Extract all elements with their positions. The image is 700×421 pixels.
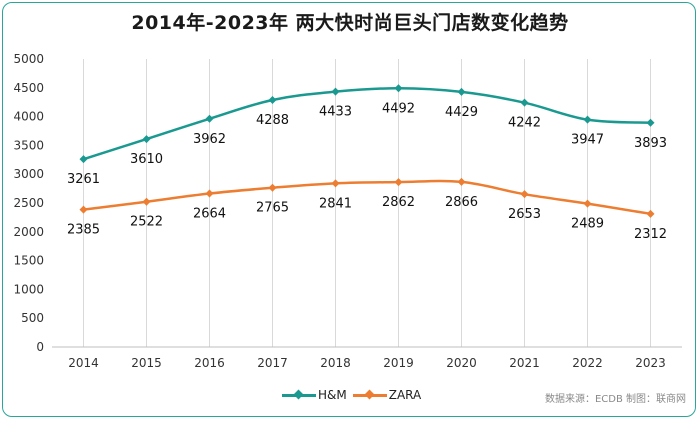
- data-label-hm: 3947: [571, 133, 604, 148]
- data-point-zara: [205, 189, 214, 198]
- y-tick-label: 4000: [13, 110, 44, 124]
- series-line-zara: [83, 179, 651, 216]
- data-point-hm: [520, 98, 529, 107]
- data-point-hm: [205, 114, 214, 123]
- x-tick-label: 2014: [68, 356, 99, 370]
- data-label-zara: 2841: [319, 196, 352, 211]
- data-point-hm: [79, 155, 88, 164]
- x-tick-label: 2015: [131, 356, 162, 370]
- y-tick-label: 5000: [13, 52, 44, 66]
- data-label-zara: 2653: [508, 207, 541, 222]
- legend-item-hm: H&M: [282, 388, 347, 402]
- data-point-hm: [646, 118, 655, 127]
- x-tick-label: 2017: [257, 356, 288, 370]
- data-point-hm: [142, 135, 151, 144]
- data-label-zara: 2765: [256, 201, 289, 216]
- series-line-hm: [83, 87, 651, 161]
- chart-title: 2014年-2023年 两大快时尚巨头门店数变化趋势: [131, 12, 569, 34]
- data-label-hm: 3261: [67, 172, 100, 187]
- data-point-zara: [457, 177, 466, 186]
- y-tick-label: 3500: [13, 138, 44, 152]
- y-tick-label: 3000: [13, 167, 44, 181]
- chart-frame: [2, 2, 696, 417]
- x-tick-label: 2016: [194, 356, 225, 370]
- data-label-hm: 4242: [508, 116, 541, 131]
- data-point-hm: [331, 87, 340, 96]
- y-tick-label: 1000: [13, 282, 44, 296]
- data-point-hm: [268, 96, 277, 105]
- y-tick-label: 2500: [13, 196, 44, 210]
- data-label-zara: 2522: [130, 215, 163, 230]
- legend: H&M ZARA: [282, 388, 427, 402]
- legend-swatch-zara: [352, 389, 387, 401]
- x-tick-label: 2023: [635, 356, 666, 370]
- data-label-zara: 2866: [445, 195, 478, 210]
- data-point-hm: [457, 87, 466, 96]
- data-point-hm: [583, 115, 592, 124]
- legend-swatch-hm: [282, 389, 316, 401]
- data-label-hm: 4429: [445, 105, 478, 120]
- x-tick-label: 2018: [320, 356, 351, 370]
- legend-item-zara: ZARA: [352, 388, 422, 402]
- data-label-zara: 2489: [571, 217, 604, 232]
- data-point-zara: [520, 190, 529, 199]
- data-label-hm: 4288: [256, 113, 289, 128]
- data-label-zara: 2312: [634, 227, 667, 242]
- data-label-zara: 2664: [193, 207, 226, 222]
- y-tick-label: 1500: [13, 254, 44, 268]
- data-point-zara: [268, 183, 277, 192]
- data-point-zara: [394, 178, 403, 187]
- legend-label-zara: ZARA: [388, 388, 422, 402]
- data-label-hm: 3962: [193, 132, 226, 147]
- data-label-zara: 2862: [382, 195, 415, 210]
- x-tick-label: 2022: [572, 356, 603, 370]
- data-point-zara: [142, 197, 151, 206]
- data-point-hm: [394, 84, 403, 93]
- data-label-hm: 3893: [634, 136, 667, 151]
- legend-label-hm: H&M: [318, 388, 347, 402]
- x-tick-label: 2019: [383, 356, 414, 370]
- data-label-zara: 2385: [67, 223, 100, 238]
- data-label-hm: 3610: [130, 152, 163, 167]
- y-tick-label: 500: [21, 311, 44, 325]
- data-label-hm: 4433: [319, 105, 352, 120]
- x-tick-label: 2020: [446, 356, 477, 370]
- data-point-zara: [646, 209, 655, 218]
- data-point-zara: [583, 199, 592, 208]
- data-label-hm: 4492: [382, 101, 415, 116]
- y-tick-label: 4500: [13, 81, 44, 95]
- data-point-zara: [79, 205, 88, 214]
- y-tick-label: 2000: [13, 225, 44, 239]
- x-tick-label: 2021: [509, 356, 540, 370]
- y-tick-label: 0: [36, 340, 44, 354]
- data-point-zara: [331, 179, 340, 188]
- source-note: 数据来源：ECDB 制图：联商网: [544, 394, 686, 405]
